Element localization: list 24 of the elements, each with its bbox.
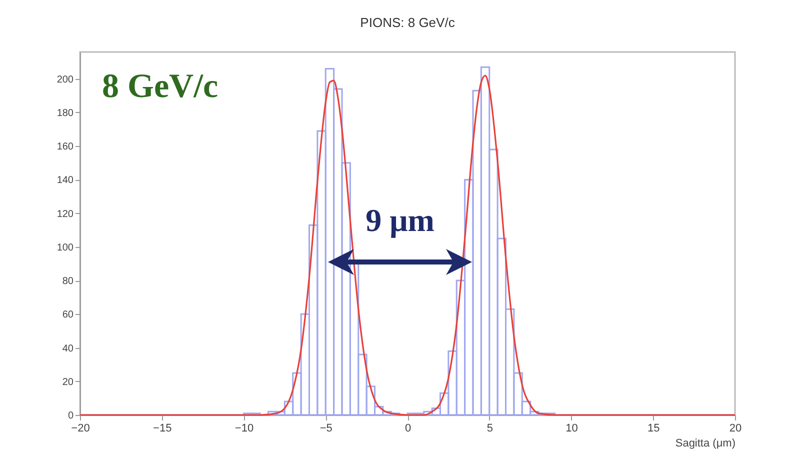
x-tick-label: −20 [71, 422, 90, 434]
x-tick-label: 20 [729, 422, 742, 434]
y-tick-label: 120 [56, 208, 74, 220]
chart-title: PIONS: 8 GeV/c [360, 15, 456, 30]
x-tick-label: 15 [648, 422, 660, 434]
y-tick-label: 100 [56, 242, 74, 254]
x-axis-title: Sagitta (μm) [675, 438, 736, 450]
y-tick-label: 20 [62, 376, 74, 388]
x-tick-label: −15 [153, 422, 172, 434]
x-tick-label: −5 [320, 422, 332, 434]
y-tick-label: 160 [56, 142, 74, 153]
y-tick-label: 200 [56, 74, 74, 86]
y-tick-label: 0 [68, 410, 74, 422]
x-tick-label: 0 [404, 422, 412, 434]
x-tick-label: −10 [234, 422, 254, 434]
y-tick-label: 60 [62, 310, 74, 321]
y-tick-label: 140 [56, 175, 74, 186]
annotation: 8 GeV/c [102, 68, 218, 105]
y-tick-label: 40 [62, 343, 74, 354]
x-tick-label: 5 [486, 422, 493, 434]
y-tick-label: 180 [56, 108, 74, 119]
y-tick-label: 80 [62, 276, 74, 288]
x-tick-label: 10 [566, 422, 578, 434]
annotation: 9 μm [366, 202, 435, 238]
